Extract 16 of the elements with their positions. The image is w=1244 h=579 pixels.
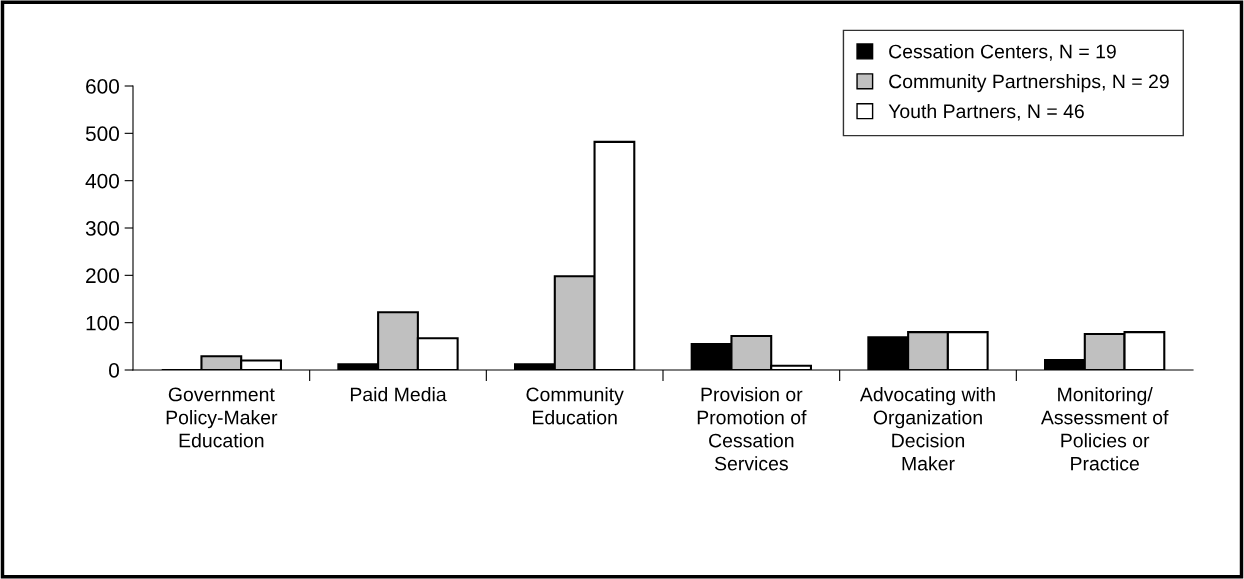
x-tick-label: Advocating with Organization Decision Maker — [859, 387, 995, 471]
x-tick-label: Monitoring/ Assessment of Policies or Practice — [1040, 387, 1169, 471]
y-tick-label: 600 — [86, 79, 119, 94]
y-tick-label: 500 — [85, 126, 119, 142]
legend-label: Community Partnerships, N = 29 — [889, 74, 1169, 93]
x-tick-label: Provision or Promotion of Cessation Services — [697, 387, 807, 471]
y-tick-label: 200 — [86, 268, 119, 284]
y-tick-label: 0 — [109, 363, 119, 378]
legend-label: Cessation Centers, N = 19 — [889, 44, 1116, 61]
y-tick-label: 100 — [86, 315, 119, 331]
x-tick-label: Paid Media — [350, 387, 447, 402]
legend-label: Youth Partners, N = 46 — [888, 103, 1084, 121]
x-tick-label: Government Policy-Maker Education — [166, 387, 278, 448]
y-tick-label: 300 — [85, 221, 119, 236]
x-tick-label: Community Education — [526, 387, 624, 425]
y-tick-label: 400 — [85, 173, 119, 189]
